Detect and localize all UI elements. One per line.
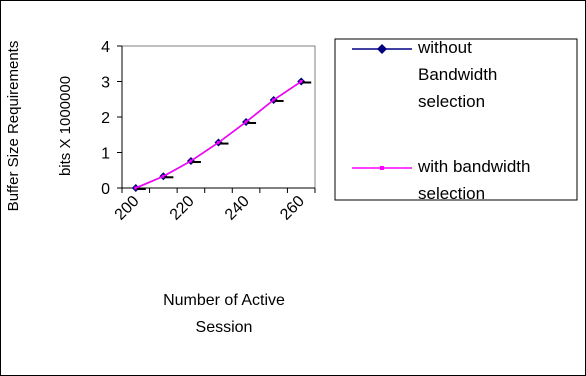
legend-entry-2: with bandwidth selection: [352, 157, 530, 203]
data-point: [299, 80, 303, 83]
plot-area: [121, 45, 316, 189]
legend-entry-1: without Bandwidth selection: [352, 38, 497, 111]
data-point: [272, 98, 276, 102]
y-tick-label: 1: [101, 146, 110, 163]
y-tick-label: 3: [101, 75, 110, 92]
legend-label: selection: [418, 92, 485, 111]
legend-box: [334, 38, 578, 201]
legend-label: without: [417, 38, 472, 57]
legend-label: Bandwidth: [418, 65, 497, 84]
data-point: [244, 120, 248, 124]
y-tick-label: 2: [101, 110, 110, 127]
x-tick-label: 260: [277, 193, 308, 224]
x-tick-label: 240: [222, 193, 253, 224]
x-axis-label-line-2: Session: [196, 319, 253, 336]
x-axis-label-line-1: Number of Active: [163, 292, 285, 309]
legend-label: with bandwidth: [417, 157, 530, 176]
x-axis: 200 220 240 260: [112, 187, 316, 224]
plot-border: [121, 45, 316, 189]
legend-marker: [377, 44, 387, 54]
x-tick-label: 220: [167, 193, 198, 224]
legend: without Bandwidth selection with bandwidth s…: [334, 38, 578, 203]
data-point: [161, 174, 165, 178]
legend-label: selection: [418, 184, 485, 203]
y-tick-label: 0: [101, 181, 110, 198]
y-axis-label-line-1: Buffer Size Requirements: [5, 41, 22, 212]
data-point: [134, 186, 138, 190]
data-point: [189, 159, 193, 163]
y-axis: 0 1 2 3 4: [101, 39, 123, 198]
y-axis-label: Buffer Size Requirements bits X 1000000: [5, 41, 74, 212]
legend-marker: [380, 166, 384, 170]
series-layer: [131, 77, 312, 192]
x-axis-label: Number of Active Session: [163, 292, 285, 336]
y-axis-label-line-2: bits X 1000000: [57, 76, 74, 176]
data-point: [217, 141, 220, 145]
series-2: [134, 80, 312, 190]
x-tick-label: 200: [112, 193, 143, 224]
y-tick-label: 4: [101, 39, 110, 56]
